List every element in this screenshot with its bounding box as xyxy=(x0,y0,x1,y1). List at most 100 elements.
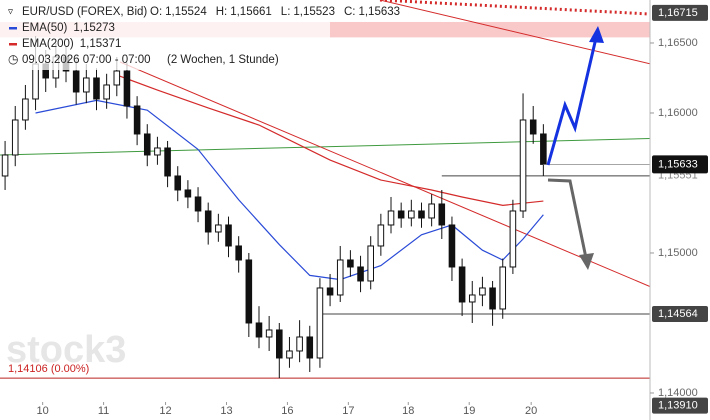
candle-body xyxy=(1,154,9,177)
last-price-label: 1,15633 xyxy=(658,158,698,170)
candle-body xyxy=(336,259,344,296)
legend-swatch xyxy=(9,43,17,46)
candle-body xyxy=(377,224,385,247)
ohlc-value: 1,15633 xyxy=(358,6,400,18)
candle-body xyxy=(255,322,263,338)
header: ▿ EUR/USD (FOREX, Bid) ◷ 09.03.2026 07:0… xyxy=(0,0,400,70)
ohlc-name: L: xyxy=(281,6,291,18)
ohlc-value: 1,15661 xyxy=(230,6,272,18)
level-box xyxy=(652,4,708,21)
level-label: 1,14564 xyxy=(658,308,698,320)
candle-body xyxy=(143,133,151,156)
candle-body xyxy=(479,287,486,296)
trend-line xyxy=(0,136,710,156)
candle-body xyxy=(215,224,222,233)
candle-body xyxy=(93,77,100,100)
header-bg xyxy=(0,0,330,70)
candle-body xyxy=(83,77,90,93)
candle-body xyxy=(184,189,192,198)
candle-body xyxy=(468,294,476,303)
x-tick-label: 18 xyxy=(402,405,414,417)
legend-value: 1,15273 xyxy=(73,22,115,34)
legend-label: EMA(50) xyxy=(22,22,68,34)
y-tick-label: 1,16500 xyxy=(658,37,698,49)
candle-body xyxy=(154,147,161,156)
candle-body xyxy=(245,259,253,324)
last-price-box xyxy=(652,155,708,174)
candle-body xyxy=(306,336,314,359)
ohlc-value: 1,15524 xyxy=(165,6,207,18)
candle-body xyxy=(194,196,202,212)
y-tick-label: 1,15000 xyxy=(658,247,698,259)
candle-body xyxy=(11,119,19,156)
candle-body xyxy=(418,210,425,219)
level-label: 1,13910 xyxy=(658,399,698,411)
candle-body xyxy=(519,119,527,212)
x-tick-label: 13 xyxy=(220,405,232,417)
dotted-line xyxy=(379,0,651,16)
price-axis xyxy=(650,0,710,420)
candle-body xyxy=(316,287,324,359)
candle-body xyxy=(164,147,171,177)
ohlc-name: H: xyxy=(216,6,228,18)
candle-body xyxy=(499,266,507,310)
x-tick-label: 12 xyxy=(159,405,171,417)
date-range: 09.03.2026 07:00 - 07:00 xyxy=(22,54,151,66)
candle-body xyxy=(174,175,182,191)
ema-line xyxy=(35,99,544,281)
candle-body xyxy=(448,224,456,268)
candle-body xyxy=(103,84,110,100)
legend-value: 1,15371 xyxy=(80,38,122,50)
candle-body xyxy=(204,210,212,233)
candle-body xyxy=(397,210,405,219)
ohlc-value: 1,15523 xyxy=(293,6,335,18)
y-tick-label: 1,16000 xyxy=(658,107,698,119)
candle-body xyxy=(509,210,517,268)
plot: 1,14106 (0.00%) xyxy=(0,35,650,379)
instrument: EUR/USD (FOREX, Bid) xyxy=(22,6,147,18)
candle-body xyxy=(72,70,80,93)
legend-label: EMA(200) xyxy=(22,38,74,50)
candle-body xyxy=(225,224,232,247)
candle-body xyxy=(22,98,29,121)
arrowhead xyxy=(579,253,594,270)
candle-body xyxy=(438,203,446,226)
legend-swatch xyxy=(9,27,17,30)
candle-body xyxy=(286,350,293,359)
candle-body xyxy=(489,287,496,310)
candle-body xyxy=(113,70,121,86)
low-label: 1,14106 (0.00%) xyxy=(8,363,89,375)
collapse-icon[interactable]: ▿ xyxy=(8,7,13,18)
candle-body xyxy=(276,329,283,359)
level-box xyxy=(652,306,708,323)
x-tick-label: 11 xyxy=(98,405,109,417)
level-label: 1,16715 xyxy=(658,7,698,19)
arrowhead xyxy=(589,26,604,43)
candle-body xyxy=(458,266,466,303)
candle-body xyxy=(408,210,415,219)
watermark: stock3 xyxy=(6,329,126,371)
ema-line xyxy=(116,74,544,206)
candle-body xyxy=(265,329,273,338)
ohlc-name: C: xyxy=(344,6,356,18)
x-tick-label: 20 xyxy=(525,405,537,417)
candle-body xyxy=(357,266,364,282)
candle-body xyxy=(367,245,374,282)
y-tick-label: 1,14000 xyxy=(658,387,698,399)
candle-body xyxy=(387,210,395,226)
candle-body xyxy=(347,259,354,268)
candle-body xyxy=(529,119,537,135)
scenario-arrow-up xyxy=(546,37,598,166)
x-tick-label: 19 xyxy=(463,405,475,417)
candle-body xyxy=(235,245,242,261)
candle-body xyxy=(428,203,435,219)
x-tick-label: 17 xyxy=(342,405,354,417)
level-box xyxy=(652,397,708,414)
clock-icon: ◷ xyxy=(8,52,19,66)
axis: 1,16500 1,16000 1,15000 1,14000 1,16715 1,155… xyxy=(37,4,708,417)
candle-body xyxy=(296,336,303,352)
scenario-arrow-down xyxy=(547,178,588,259)
candle-body xyxy=(133,105,141,135)
ohlc-name: O: xyxy=(150,6,162,18)
